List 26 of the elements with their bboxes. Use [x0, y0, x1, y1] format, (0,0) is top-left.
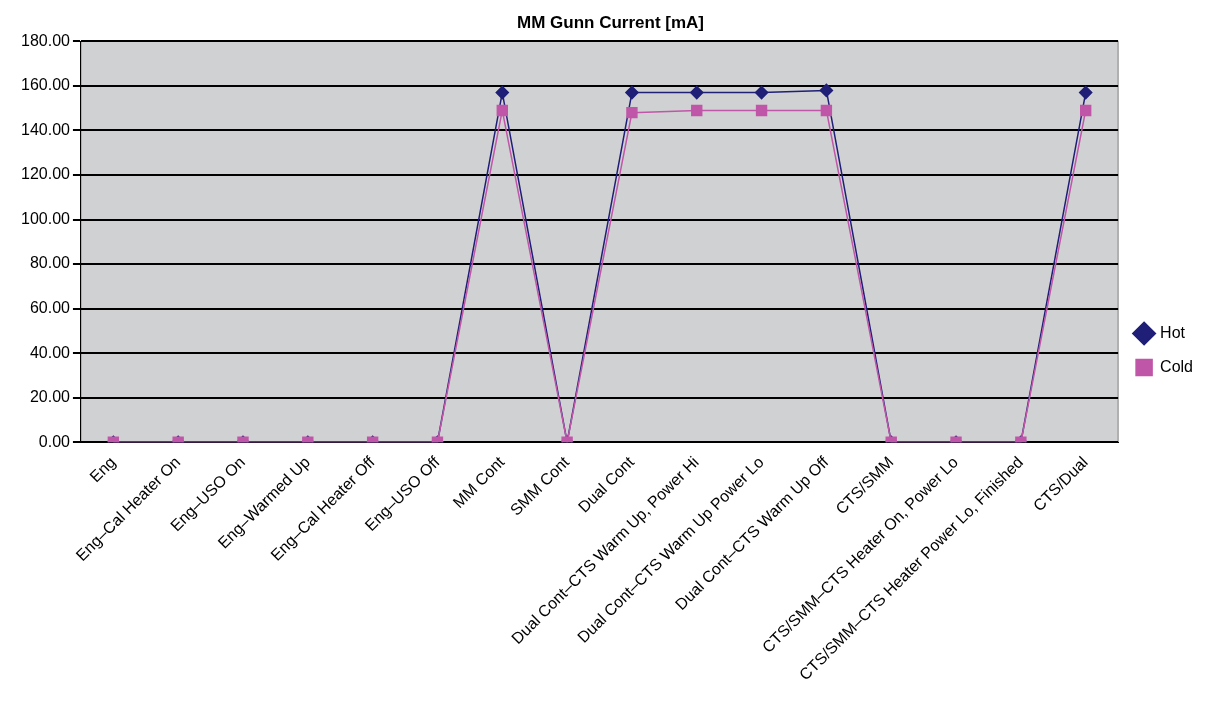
point [495, 85, 510, 100]
point [690, 85, 704, 100]
y-tick-label: 80.00 [29, 254, 71, 272]
point [1079, 104, 1092, 117]
point [755, 104, 768, 117]
y-tick-label: 160.00 [21, 76, 71, 94]
y-tick-label: 140.00 [21, 120, 71, 138]
point [754, 85, 769, 100]
legend-label: Cold [1160, 357, 1193, 375]
y-tick-label: 100.00 [21, 209, 71, 227]
y-tick-label: 60.00 [29, 299, 71, 317]
y-tick-label: 180.00 [21, 31, 71, 49]
y-tick-label: 20.00 [29, 388, 71, 406]
point [626, 106, 638, 119]
y-tick-label: 40.00 [29, 343, 71, 361]
y-tick-label: 0.00 [38, 432, 71, 450]
legend-label: Hot [1160, 323, 1186, 341]
point [1078, 85, 1093, 100]
point [625, 85, 639, 100]
chart-title: MM Gunn Current [mA] [517, 12, 704, 32]
point [691, 104, 703, 117]
y-tick-label: 120.00 [21, 165, 71, 183]
point [820, 104, 833, 117]
x-tick-label: Eng [86, 453, 119, 486]
point [819, 83, 834, 98]
point [496, 104, 508, 117]
